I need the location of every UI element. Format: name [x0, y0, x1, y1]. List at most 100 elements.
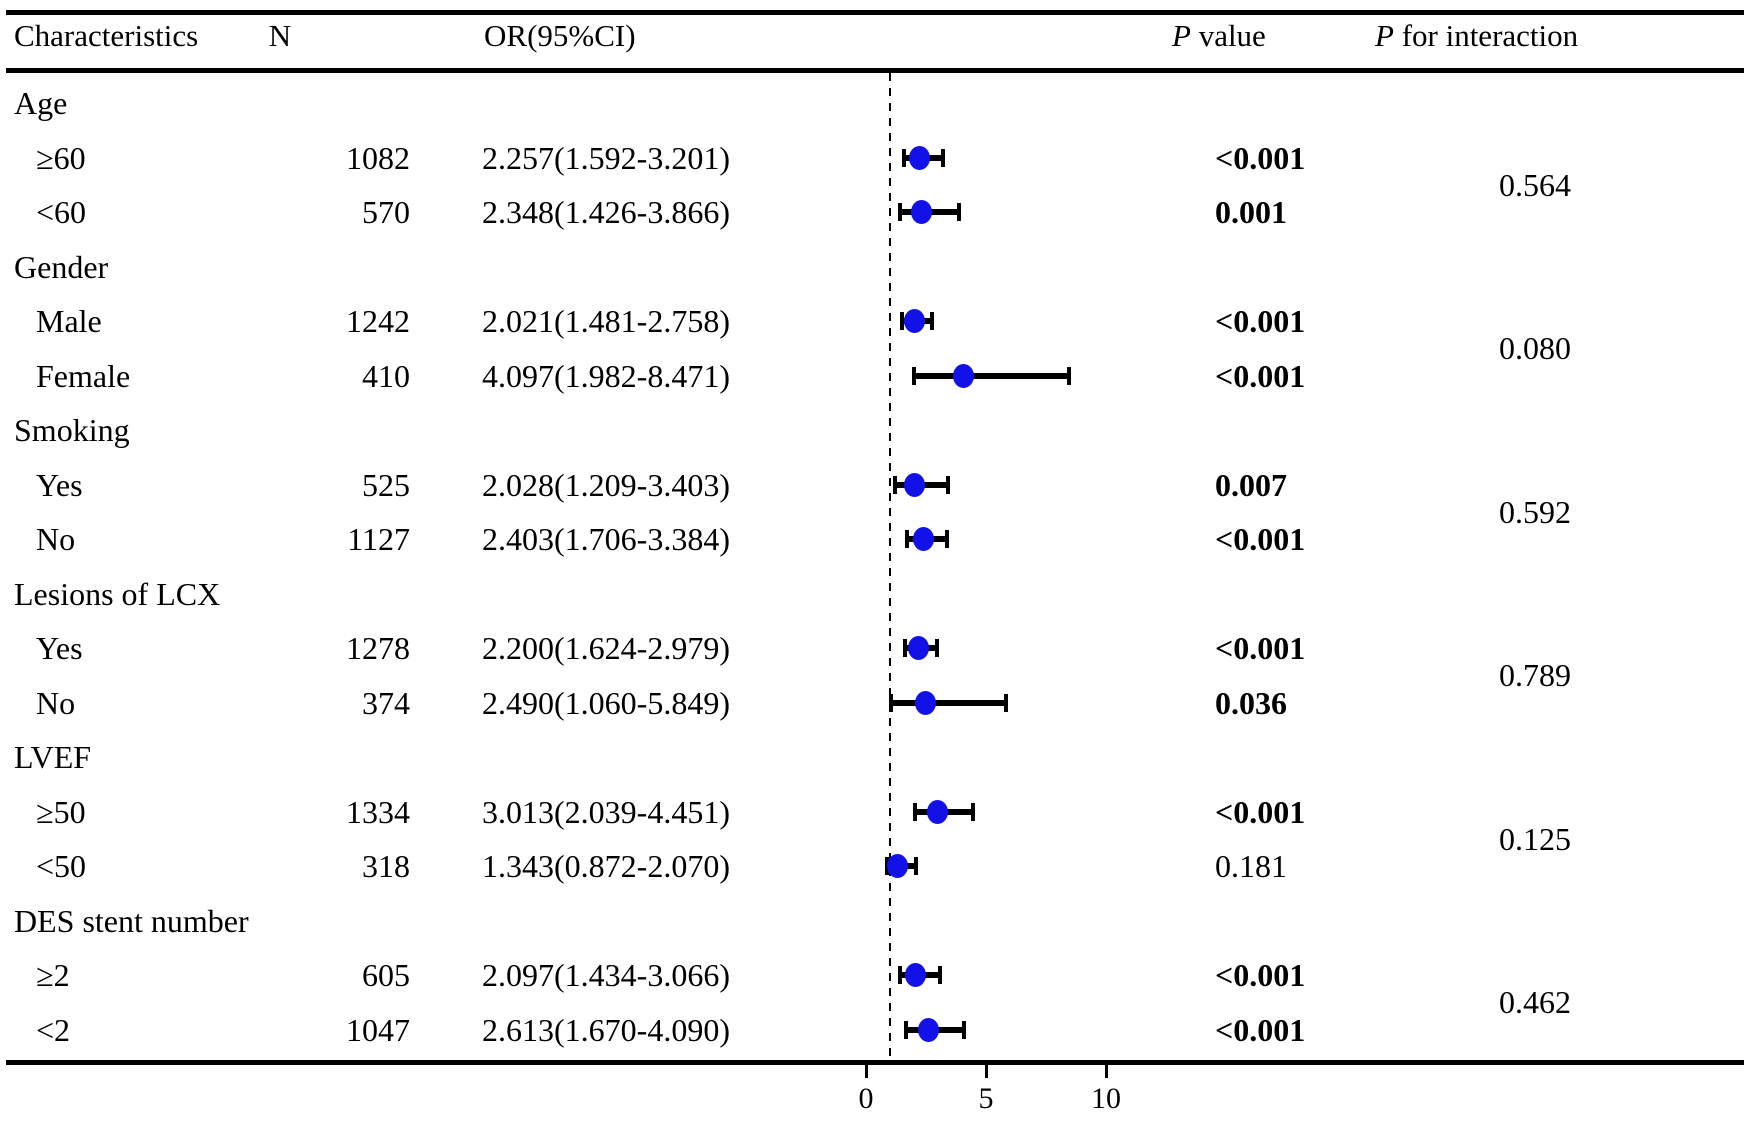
axis-tick	[864, 1065, 868, 1078]
row-n: 605	[362, 957, 410, 993]
p-interaction-value: 0.564	[1499, 166, 1571, 203]
ci-cap-low	[889, 693, 894, 712]
ci-cap-low	[912, 802, 917, 821]
row-n: 374	[362, 684, 410, 721]
or-dot	[903, 472, 925, 497]
ci-whisker	[891, 699, 1007, 706]
p-interaction-suffix: for interaction	[1393, 18, 1579, 53]
or-dot	[927, 799, 949, 824]
ci-cap-low	[884, 857, 889, 875]
ci-whisker	[913, 372, 1070, 379]
ci-cap-high	[940, 148, 945, 167]
axis-tick	[1104, 1065, 1108, 1078]
row-p-value: <0.001	[1215, 793, 1306, 830]
row-n: 1242	[346, 303, 410, 339]
row-label: No	[36, 684, 76, 721]
ci-cap-low	[902, 639, 907, 657]
row-or-ci: 2.257(1.592-3.201)	[482, 139, 730, 176]
row-label: Yes	[36, 630, 83, 666]
row-p-value: <0.001	[1215, 303, 1306, 339]
row-or-ci: 3.013(2.039-4.451)	[482, 793, 730, 830]
bottom-rule-axis-line	[6, 1060, 1744, 1065]
row-or-ci: 2.021(1.481-2.758)	[482, 303, 730, 339]
row-or-ci: 2.200(1.624-2.979)	[482, 630, 730, 666]
row-n: 410	[362, 357, 410, 394]
or-dot	[905, 963, 927, 987]
or-dot	[914, 690, 936, 715]
row-n: 1082	[346, 139, 410, 176]
row-p-value: <0.001	[1215, 957, 1306, 993]
or-dot	[903, 309, 925, 333]
p-interaction-value: 0.789	[1499, 657, 1571, 694]
axis-tick-label: 10	[1091, 1082, 1121, 1115]
ci-cap-high	[1067, 366, 1072, 385]
axis-tick-label: 5	[978, 1082, 994, 1115]
row-or-ci: 2.348(1.426-3.866)	[482, 194, 730, 230]
column-header-p-interaction: P for interaction	[1375, 18, 1578, 54]
row-or-ci: 2.097(1.434-3.066)	[482, 957, 730, 993]
ci-cap-low	[911, 366, 916, 385]
or-dot	[917, 1017, 939, 1042]
axis-tick-label: 0	[858, 1082, 874, 1115]
row-or-ci: 2.028(1.209-3.403)	[482, 466, 730, 503]
group-label: Age	[14, 85, 68, 121]
column-header-p-value: P value	[1172, 18, 1266, 54]
axis-tick	[984, 1065, 988, 1078]
row-n: 1127	[347, 521, 410, 557]
row-or-ci: 2.490(1.060-5.849)	[482, 684, 730, 721]
p-italic: P	[1375, 18, 1394, 53]
row-p-value: <0.001	[1215, 521, 1306, 557]
group-label: Smoking	[14, 412, 130, 448]
row-or-ci: 2.403(1.706-3.384)	[482, 521, 730, 557]
ci-cap-high	[962, 1020, 967, 1039]
ci-cap-low	[902, 148, 907, 167]
group-label: Lesions of LCX	[14, 575, 221, 612]
or-dot	[912, 527, 934, 551]
group-label: DES stent number	[14, 902, 249, 939]
ci-cap-low	[904, 530, 909, 548]
column-header-characteristics: Characteristics	[14, 18, 199, 53]
ci-cap-low	[899, 312, 904, 330]
row-label: <50	[36, 848, 87, 884]
p-value-suffix: value	[1190, 18, 1266, 53]
group-label: LVEF	[14, 739, 92, 775]
ci-cap-high	[970, 802, 975, 821]
or-dot	[909, 145, 931, 170]
p-interaction-value: 0.080	[1499, 330, 1571, 367]
row-label: No	[36, 521, 76, 557]
row-p-value: 0.036	[1215, 684, 1287, 721]
row-p-value: 0.181	[1215, 848, 1287, 884]
row-or-ci: 4.097(1.982-8.471)	[482, 357, 730, 394]
group-label: Gender	[14, 248, 109, 285]
p-interaction-value: 0.125	[1499, 820, 1571, 857]
row-label: Female	[36, 357, 131, 394]
ci-cap-low	[893, 475, 898, 494]
row-label: ≥50	[36, 793, 86, 830]
row-label: <2	[36, 1011, 71, 1048]
header-rule	[6, 68, 1744, 73]
ci-cap-high	[1004, 693, 1009, 712]
row-label: Male	[36, 303, 102, 339]
column-header-n: N	[268, 18, 292, 53]
row-p-value: <0.001	[1215, 630, 1306, 666]
p-interaction-value: 0.462	[1499, 984, 1571, 1021]
row-label: Yes	[36, 466, 83, 503]
ci-cap-high	[945, 475, 950, 494]
row-or-ci: 1.343(0.872-2.070)	[482, 848, 730, 884]
row-n: 1278	[346, 630, 410, 666]
ci-cap-low	[904, 1020, 909, 1039]
row-label: <60	[36, 194, 87, 230]
row-p-value: 0.007	[1215, 466, 1287, 503]
row-n: 570	[362, 194, 410, 230]
or-dot	[911, 200, 933, 224]
row-n: 318	[362, 848, 410, 884]
ci-cap-low	[898, 966, 903, 984]
ci-cap-low	[898, 203, 903, 221]
ci-cap-high	[913, 857, 918, 875]
or-dot	[953, 363, 975, 388]
row-p-value: <0.001	[1215, 357, 1306, 394]
row-p-value: <0.001	[1215, 139, 1306, 176]
ci-cap-high	[935, 639, 940, 657]
row-p-value: 0.001	[1215, 194, 1287, 230]
